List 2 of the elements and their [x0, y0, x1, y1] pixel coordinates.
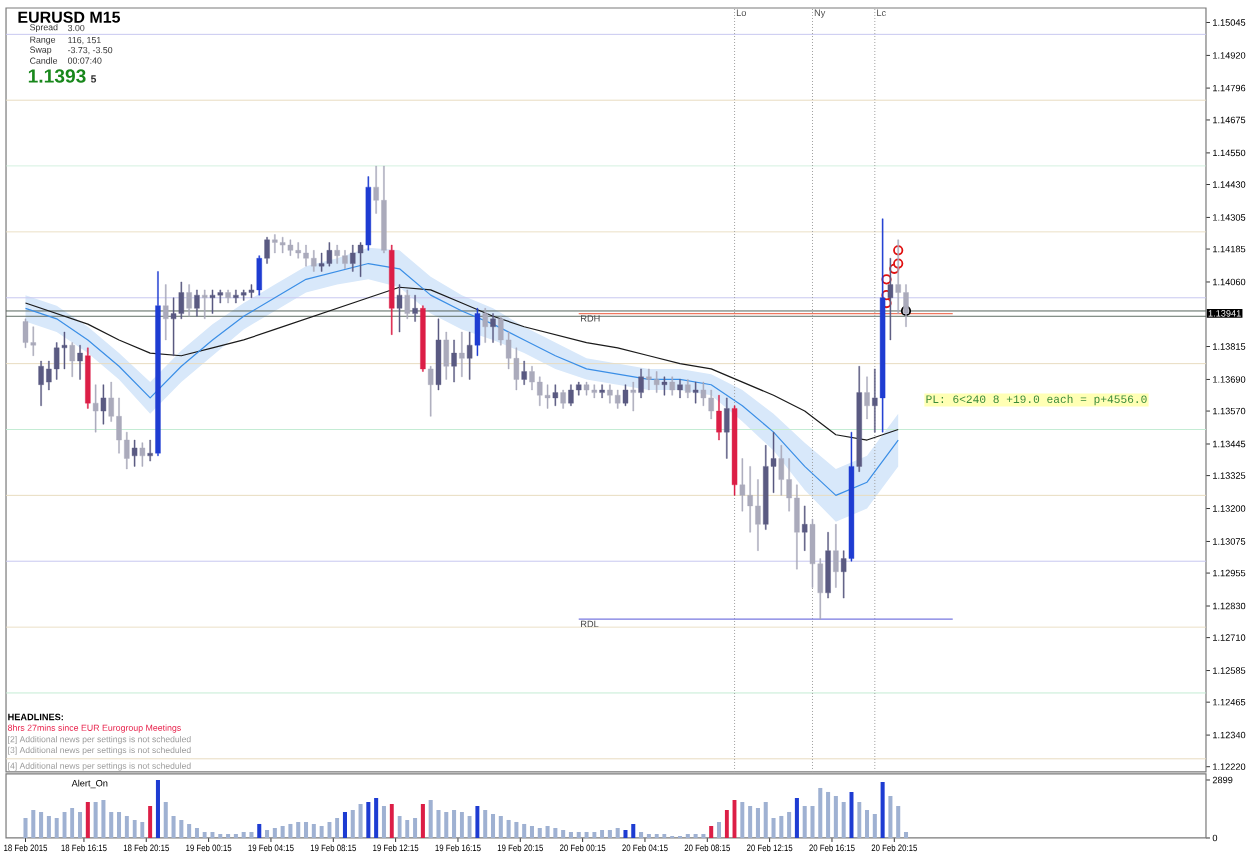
annotation: 1.1393 — [28, 69, 86, 83]
chart-title: EURUSD M15 — [18, 11, 121, 23]
